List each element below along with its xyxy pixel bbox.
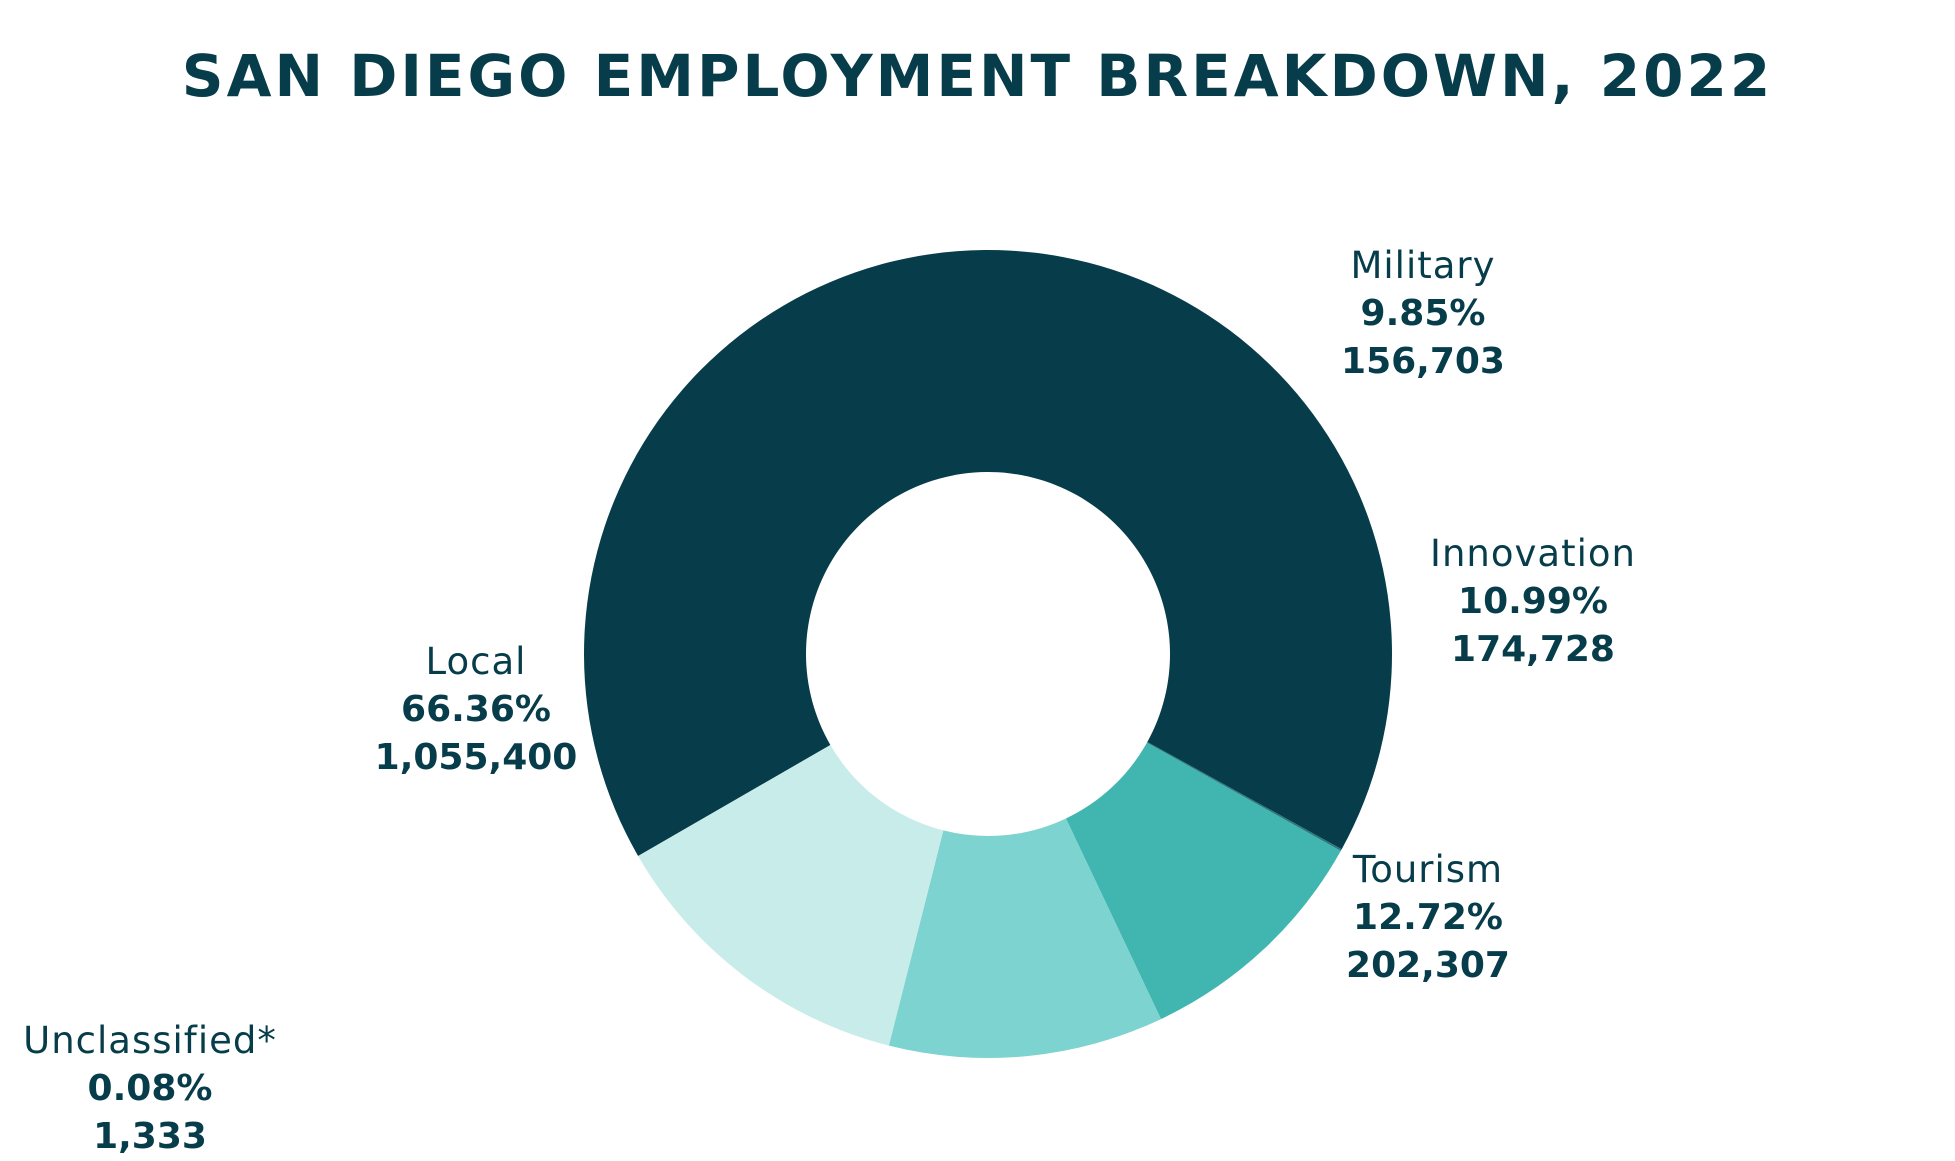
slice-label-count: 202,307: [1346, 945, 1510, 986]
slice-label-name: Innovation: [1430, 532, 1636, 575]
slice-label-tourism: Tourism 12.72% 202,307: [1346, 846, 1510, 990]
slice-label-name: Tourism: [1352, 848, 1504, 891]
slice-label-innovation: Innovation 10.99% 174,728: [1430, 530, 1636, 674]
slice-label-unclassified: Unclassified* 0.08% 1,333: [23, 1017, 277, 1161]
slice-label-count: 1,333: [93, 1116, 207, 1157]
donut-slice-military: [1065, 742, 1341, 1020]
slice-label-count: 156,703: [1341, 341, 1505, 382]
slice-label-military: Military 9.85% 156,703: [1341, 242, 1505, 386]
chart-title: SAN DIEGO EMPLOYMENT BREAKDOWN, 2022: [181, 42, 1774, 110]
slice-label-count: 174,728: [1451, 629, 1615, 670]
donut-slice-innovation: [888, 818, 1162, 1058]
slice-label-percent: 66.36%: [401, 689, 551, 730]
slice-label-name: Unclassified*: [23, 1019, 277, 1062]
donut-slice-local: [584, 249, 1393, 857]
slice-label-percent: 10.99%: [1458, 581, 1608, 622]
slice-label-local: Local 66.36% 1,055,400: [375, 638, 578, 782]
slice-label-name: Local: [425, 640, 527, 683]
slice-label-percent: 0.08%: [87, 1068, 213, 1109]
donut-slice-unclassified: [1146, 741, 1342, 851]
donut-slice-tourism: [638, 745, 944, 1046]
slice-label-name: Military: [1350, 244, 1496, 287]
slice-label-percent: 9.85%: [1360, 293, 1486, 334]
slice-label-percent: 12.72%: [1353, 897, 1503, 938]
slice-label-count: 1,055,400: [374, 737, 578, 778]
